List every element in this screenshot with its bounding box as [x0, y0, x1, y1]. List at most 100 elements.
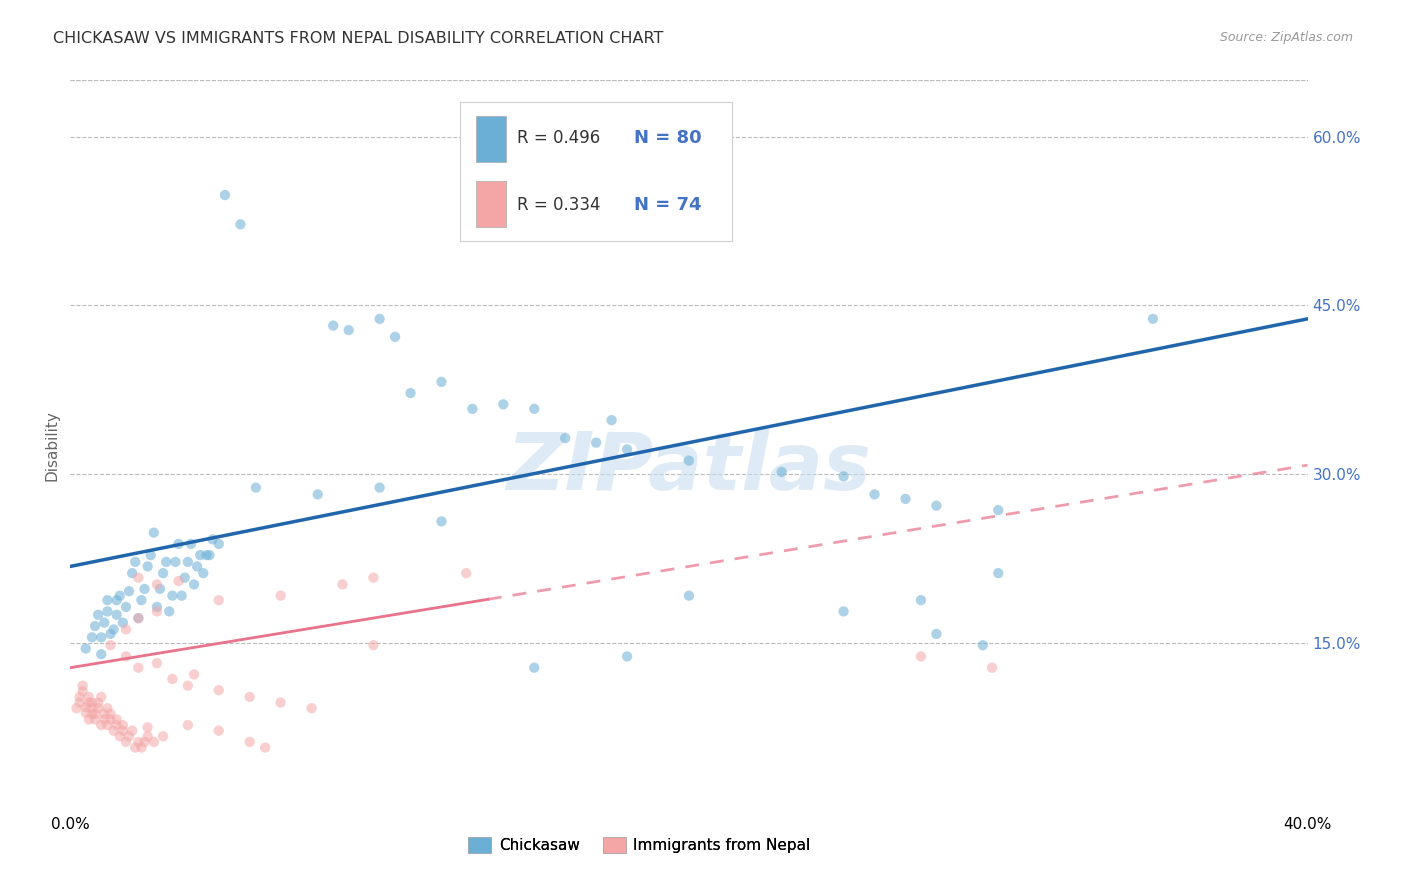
Point	[80, 706, 103, 721]
Point	[127, 661, 149, 675]
Point	[93, 706, 115, 721]
Point	[105, 718, 128, 732]
Point	[96, 604, 118, 618]
Point	[139, 548, 162, 562]
Point	[162, 672, 184, 686]
Point	[239, 735, 262, 749]
Point	[96, 718, 118, 732]
Point	[87, 696, 110, 710]
Point	[214, 188, 236, 202]
Point	[430, 375, 453, 389]
Point	[111, 615, 134, 630]
Point	[142, 735, 165, 749]
Point	[108, 589, 131, 603]
Point	[115, 649, 138, 664]
Point	[90, 647, 112, 661]
Point	[523, 401, 546, 416]
Point	[136, 559, 159, 574]
Point	[208, 723, 231, 738]
Point	[162, 589, 184, 603]
Point	[127, 611, 149, 625]
Point	[165, 555, 187, 569]
Point	[90, 718, 112, 732]
Y-axis label: Disability: Disability	[44, 410, 59, 482]
Point	[987, 503, 1010, 517]
Point	[616, 442, 638, 457]
Point	[167, 537, 190, 551]
Point	[399, 386, 422, 401]
Point	[105, 607, 128, 622]
Point	[177, 718, 200, 732]
Point	[131, 740, 153, 755]
Point	[115, 623, 138, 637]
Point	[105, 713, 128, 727]
Point	[368, 311, 391, 326]
Point	[96, 593, 118, 607]
Point	[100, 627, 122, 641]
Point	[183, 667, 205, 681]
Point	[108, 729, 131, 743]
Point	[254, 740, 277, 755]
Point	[111, 718, 134, 732]
Point	[84, 706, 107, 721]
Point	[180, 537, 202, 551]
Point	[987, 566, 1010, 581]
Point	[193, 566, 215, 581]
Point	[157, 604, 180, 618]
Point	[195, 548, 218, 562]
Point	[894, 491, 917, 506]
Point	[90, 630, 112, 644]
Point	[229, 217, 252, 231]
Point	[103, 723, 125, 738]
Point	[115, 735, 138, 749]
Point	[77, 713, 100, 727]
Point	[430, 515, 453, 529]
Point	[100, 713, 122, 727]
Point	[131, 593, 153, 607]
Point	[100, 638, 122, 652]
Point	[77, 696, 100, 710]
Point	[80, 696, 103, 710]
Point	[616, 649, 638, 664]
Point	[87, 607, 110, 622]
Point	[183, 577, 205, 591]
Point	[186, 559, 208, 574]
Point	[87, 701, 110, 715]
Point	[90, 690, 112, 704]
Point	[173, 571, 195, 585]
Point	[127, 735, 149, 749]
Text: CHICKASAW VS IMMIGRANTS FROM NEPAL DISABILITY CORRELATION CHART: CHICKASAW VS IMMIGRANTS FROM NEPAL DISAB…	[53, 31, 664, 46]
Point	[363, 638, 385, 652]
Point	[93, 615, 115, 630]
Point	[208, 537, 231, 551]
Point	[75, 706, 97, 720]
Point	[75, 700, 97, 714]
Point	[115, 599, 138, 614]
Point	[146, 577, 169, 591]
Point	[456, 566, 478, 581]
Point	[832, 469, 855, 483]
Point	[177, 679, 200, 693]
Point	[678, 453, 700, 467]
Point	[177, 555, 200, 569]
Point	[111, 723, 134, 738]
Point	[770, 465, 793, 479]
Point	[121, 566, 143, 581]
Point	[910, 649, 932, 664]
Point	[142, 525, 165, 540]
Point	[384, 330, 406, 344]
Point	[972, 638, 994, 652]
Point	[146, 656, 169, 670]
Point	[585, 435, 607, 450]
Point	[118, 729, 141, 743]
Point	[136, 720, 159, 734]
Point	[523, 661, 546, 675]
Point	[1142, 311, 1164, 326]
Text: Source: ZipAtlas.com: Source: ZipAtlas.com	[1219, 31, 1353, 45]
Point	[188, 548, 211, 562]
Point	[322, 318, 344, 333]
Point	[127, 611, 149, 625]
Point	[554, 431, 576, 445]
Point	[152, 566, 174, 581]
Point	[77, 690, 100, 704]
